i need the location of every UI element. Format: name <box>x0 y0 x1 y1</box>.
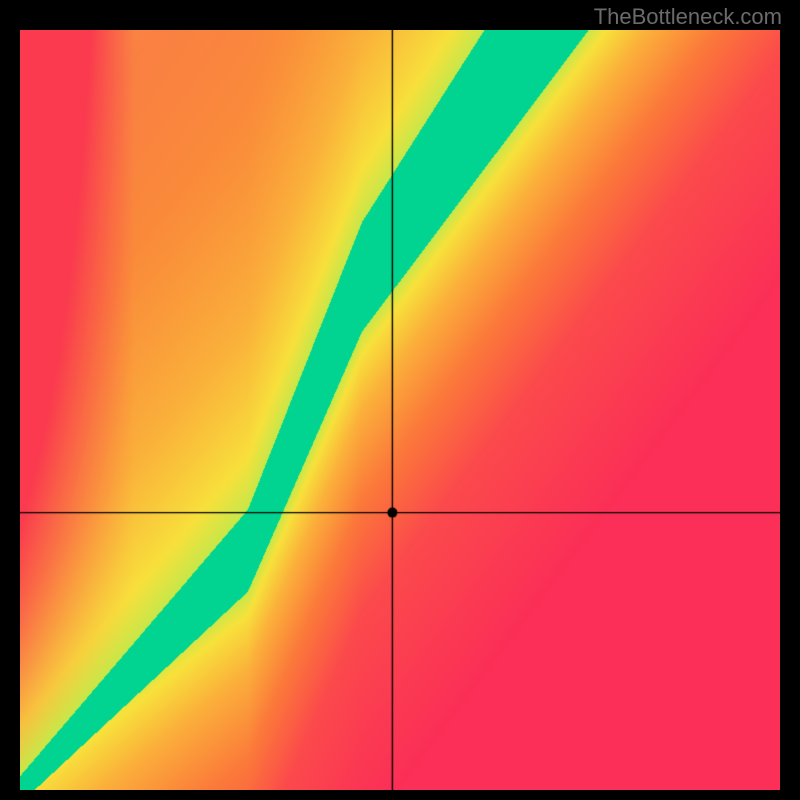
bottleneck-heatmap <box>20 30 780 790</box>
chart-container: TheBottleneck.com <box>0 0 800 800</box>
heatmap-plot-area <box>20 30 780 790</box>
watermark-text: TheBottleneck.com <box>594 4 782 30</box>
